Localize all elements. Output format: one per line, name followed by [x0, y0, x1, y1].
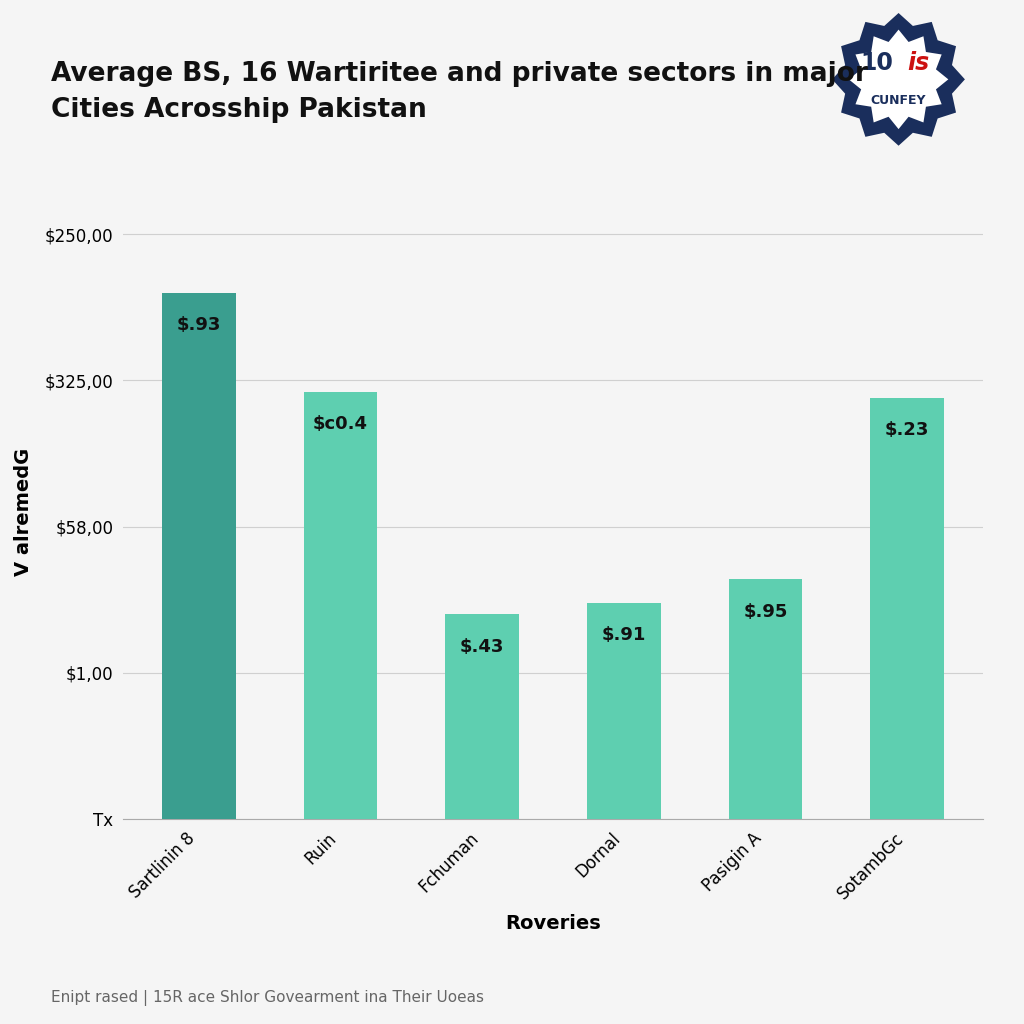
Bar — [870, 398, 944, 819]
Text: CUNFEY: CUNFEY — [870, 93, 927, 106]
Text: $.95: $.95 — [743, 603, 787, 621]
Text: $.23: $.23 — [885, 421, 930, 439]
Polygon shape — [849, 30, 948, 129]
Text: 10: 10 — [860, 51, 893, 75]
Y-axis label: V alremedG: V alremedG — [14, 447, 34, 577]
Bar — [162, 293, 236, 819]
Bar — [729, 580, 802, 819]
Text: $c0.4: $c0.4 — [313, 416, 368, 433]
X-axis label: Roveries: Roveries — [505, 913, 601, 933]
Text: $.93: $.93 — [176, 316, 221, 334]
Text: is: is — [907, 51, 929, 75]
Text: Enipt rased | 15R ace Shlor Govearment ina Their Uoeas: Enipt rased | 15R ace Shlor Govearment i… — [51, 989, 484, 1006]
Bar — [587, 603, 660, 819]
Polygon shape — [833, 13, 965, 145]
Text: Average BS, 16 Wartiritee and private sectors in major: Average BS, 16 Wartiritee and private se… — [51, 61, 868, 87]
Text: $.43: $.43 — [460, 638, 504, 655]
Text: $.91: $.91 — [602, 626, 646, 644]
Bar — [445, 614, 519, 819]
Text: Cities Acrosship Pakistan: Cities Acrosship Pakistan — [51, 97, 427, 123]
Bar — [304, 392, 377, 819]
